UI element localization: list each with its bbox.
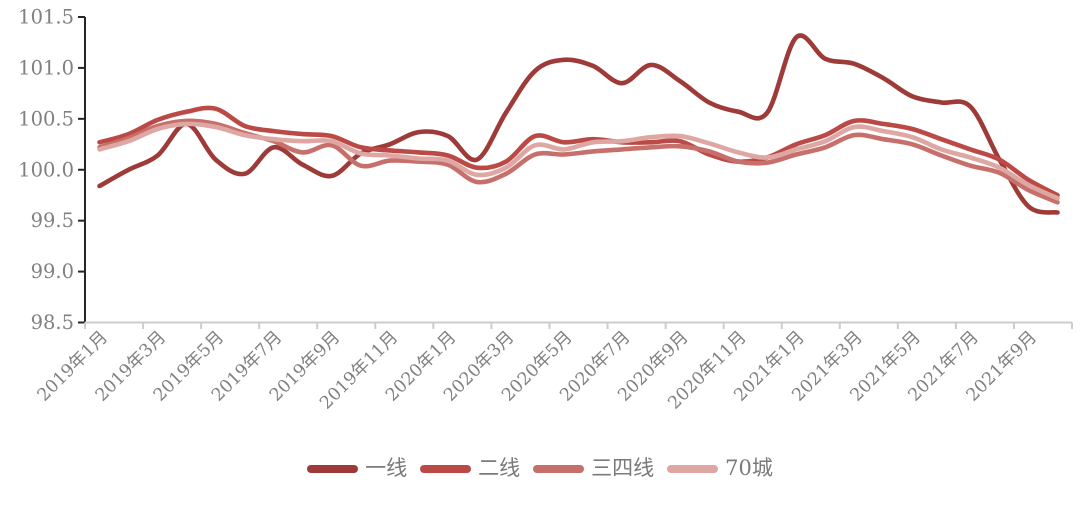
legend: 一线 二线 三四线 70城 (0, 458, 1080, 479)
legend-label-first-tier: 一线 (365, 456, 408, 480)
y-axis-label: 101.5 (18, 6, 74, 29)
legend-label-seventy-cities: 70城 (725, 456, 773, 480)
legend-item-third-fourth-tier[interactable]: 三四线 (533, 458, 654, 479)
legend-swatch-second-tier (420, 464, 472, 473)
legend-swatch-seventy-cities (667, 464, 719, 473)
series-line-seventy-cities[interactable] (97, 121, 1060, 201)
legend-label-third-fourth-tier: 三四线 (591, 456, 655, 480)
series-line-second-tier[interactable] (97, 105, 1060, 198)
legend-item-seventy-cities[interactable]: 70城 (667, 458, 773, 479)
series-line-first-tier[interactable] (97, 33, 1060, 215)
legend-item-second-tier[interactable]: 二线 (420, 458, 520, 479)
y-axis-label: 100.5 (18, 107, 74, 130)
legend-swatch-first-tier (307, 464, 359, 473)
y-axis-label: 98.5 (31, 311, 74, 334)
y-axis-label: 99.0 (31, 260, 74, 283)
y-axis-label: 99.5 (31, 209, 74, 232)
legend-swatch-third-fourth-tier (533, 464, 585, 473)
y-axis-label: 100.0 (18, 158, 74, 181)
legend-item-first-tier[interactable]: 一线 (307, 458, 407, 479)
legend-label-second-tier: 二线 (478, 456, 521, 480)
y-axis-label: 101.0 (18, 56, 74, 79)
